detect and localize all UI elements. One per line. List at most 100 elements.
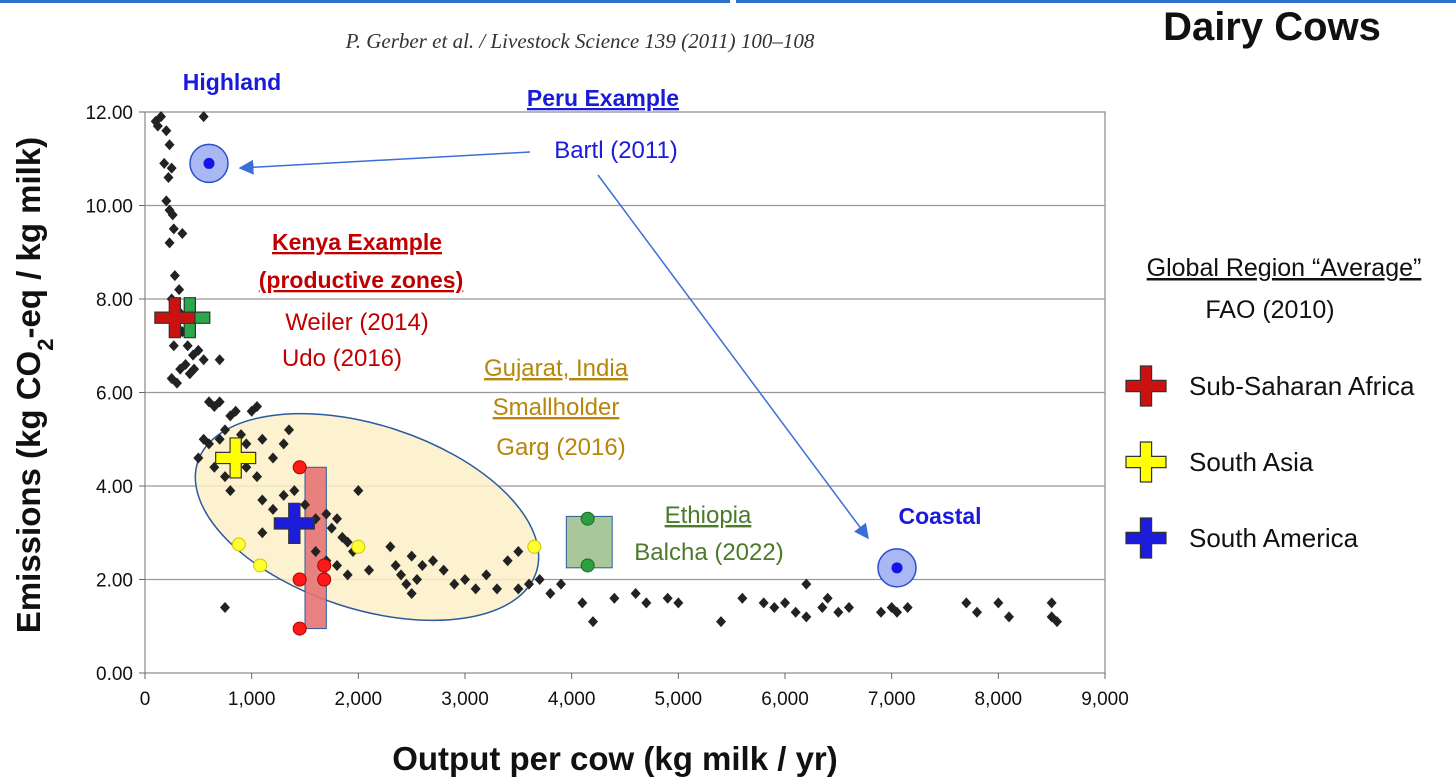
- data-point-diamond: [417, 559, 428, 571]
- label-kenya-cite-2: Udo (2016): [282, 345, 402, 372]
- data-point-diamond: [385, 541, 396, 553]
- data-point-diamond: [164, 139, 175, 151]
- label-kenya-heading: Kenya Example: [272, 229, 442, 255]
- data-point-diamond: [193, 344, 204, 356]
- label-kenya-subheading: (productive zones): [259, 267, 463, 293]
- x-tick-label: 1,000: [228, 689, 276, 710]
- data-point-diamond: [332, 513, 342, 525]
- data-point-diamond: [449, 578, 460, 590]
- data-point-diamond: [172, 377, 182, 389]
- data-point-diamond: [278, 438, 289, 450]
- data-point-diamond: [177, 228, 188, 240]
- data-point-diamond: [284, 424, 294, 436]
- data-point-diamond: [470, 583, 481, 595]
- data-point-diamond: [300, 499, 310, 511]
- y-axis-title: Emissions (kg CO2-eq / kg milk): [10, 137, 58, 633]
- data-point-diamond: [737, 592, 748, 604]
- data-point-peru: [203, 157, 215, 169]
- data-point-diamond: [641, 597, 652, 609]
- citation-text: P. Gerber et al. / Livestock Science 139…: [345, 29, 815, 53]
- data-point-diamond: [326, 522, 337, 534]
- top-frame-left: [0, 0, 730, 3]
- peru-arrow-coastal: [597, 174, 869, 540]
- y-tick-label: 6.00: [96, 384, 133, 405]
- data-point-kenya: [292, 460, 307, 475]
- data-point-diamond: [257, 527, 268, 539]
- data-point-diamond: [545, 588, 556, 600]
- data-point-diamond: [609, 592, 620, 604]
- data-point-diamond: [396, 569, 406, 581]
- y-tick-label: 2.00: [96, 571, 133, 592]
- data-point-diamond: [902, 602, 913, 614]
- corner-title: Dairy Cows: [1163, 5, 1381, 49]
- scatter-points: [150, 111, 1062, 636]
- x-tick-label: 3,000: [441, 689, 489, 710]
- data-point-diamond: [1004, 611, 1014, 623]
- top-frame-right: [736, 0, 1456, 3]
- data-point-diamond: [189, 363, 200, 375]
- data-point-diamond: [167, 209, 178, 221]
- data-point-diamond: [876, 606, 886, 618]
- y-tick-label: 12.00: [85, 103, 133, 124]
- data-point-diamond: [630, 588, 641, 600]
- region-average-cross: [273, 502, 315, 544]
- data-point-diamond: [412, 574, 422, 585]
- data-point-kenya: [317, 572, 332, 587]
- label-kenya-cite-1: Weiler (2014): [285, 309, 429, 336]
- data-point-diamond: [892, 606, 902, 618]
- y-axis-title-subscript: 2: [33, 339, 58, 351]
- data-point-diamond: [289, 485, 300, 497]
- data-point-diamond: [406, 550, 417, 562]
- data-point-gujarat: [527, 539, 542, 554]
- data-point-kenya: [292, 621, 307, 636]
- y-tick-label: 0.00: [96, 664, 133, 685]
- y-axis-title-part: Emissions (kg CO: [10, 351, 47, 633]
- data-point-diamond: [241, 438, 252, 450]
- data-point-diamond: [342, 536, 353, 548]
- data-point-diamond: [817, 602, 828, 614]
- data-point-diamond: [758, 597, 769, 609]
- data-point-kenya: [317, 558, 332, 573]
- data-point-diamond: [209, 461, 220, 473]
- region-average-crosses: [154, 297, 315, 544]
- data-point-diamond: [198, 111, 209, 123]
- data-point-diamond: [492, 583, 502, 595]
- data-point-diamond: [513, 583, 524, 595]
- data-point-diamond: [972, 606, 982, 618]
- data-point-ethiopia: [580, 511, 595, 526]
- data-point-diamond: [164, 237, 175, 249]
- y-tick-label: 10.00: [85, 197, 133, 218]
- data-point-diamond: [168, 223, 179, 235]
- data-point-diamond: [769, 602, 780, 614]
- data-point-diamond: [332, 559, 342, 571]
- x-tick-label: 4,000: [548, 689, 596, 710]
- data-point-diamond: [342, 569, 353, 581]
- data-point-diamond: [577, 597, 588, 609]
- data-point-diamond: [588, 616, 598, 628]
- data-point-diamond: [406, 588, 417, 600]
- data-point-diamond: [460, 574, 470, 585]
- legend-cross-icon: [1125, 365, 1167, 407]
- data-point-diamond: [961, 597, 972, 609]
- data-point-diamond: [174, 284, 185, 296]
- data-point-diamond: [993, 597, 1004, 609]
- data-point-diamond: [481, 569, 492, 581]
- data-point-gujarat: [351, 539, 366, 554]
- region-average-cross: [215, 437, 257, 479]
- data-point-diamond: [801, 611, 812, 623]
- data-point-diamond: [833, 606, 844, 618]
- data-point-peru: [891, 562, 903, 574]
- data-point-diamond: [534, 574, 545, 585]
- data-point-diamond: [321, 508, 332, 520]
- legend-item-label: Sub-Saharan Africa: [1189, 371, 1415, 401]
- x-tick-label: 0: [140, 689, 151, 710]
- data-point-diamond: [716, 616, 726, 628]
- data-point-diamond: [220, 602, 230, 614]
- data-point-diamond: [268, 503, 278, 515]
- peru-arrow-highland: [238, 151, 531, 175]
- data-point-diamond: [438, 564, 449, 576]
- data-point-diamond: [268, 452, 278, 464]
- data-point-diamond: [169, 270, 180, 282]
- data-point-diamond: [524, 578, 534, 590]
- data-point-diamond: [801, 578, 812, 590]
